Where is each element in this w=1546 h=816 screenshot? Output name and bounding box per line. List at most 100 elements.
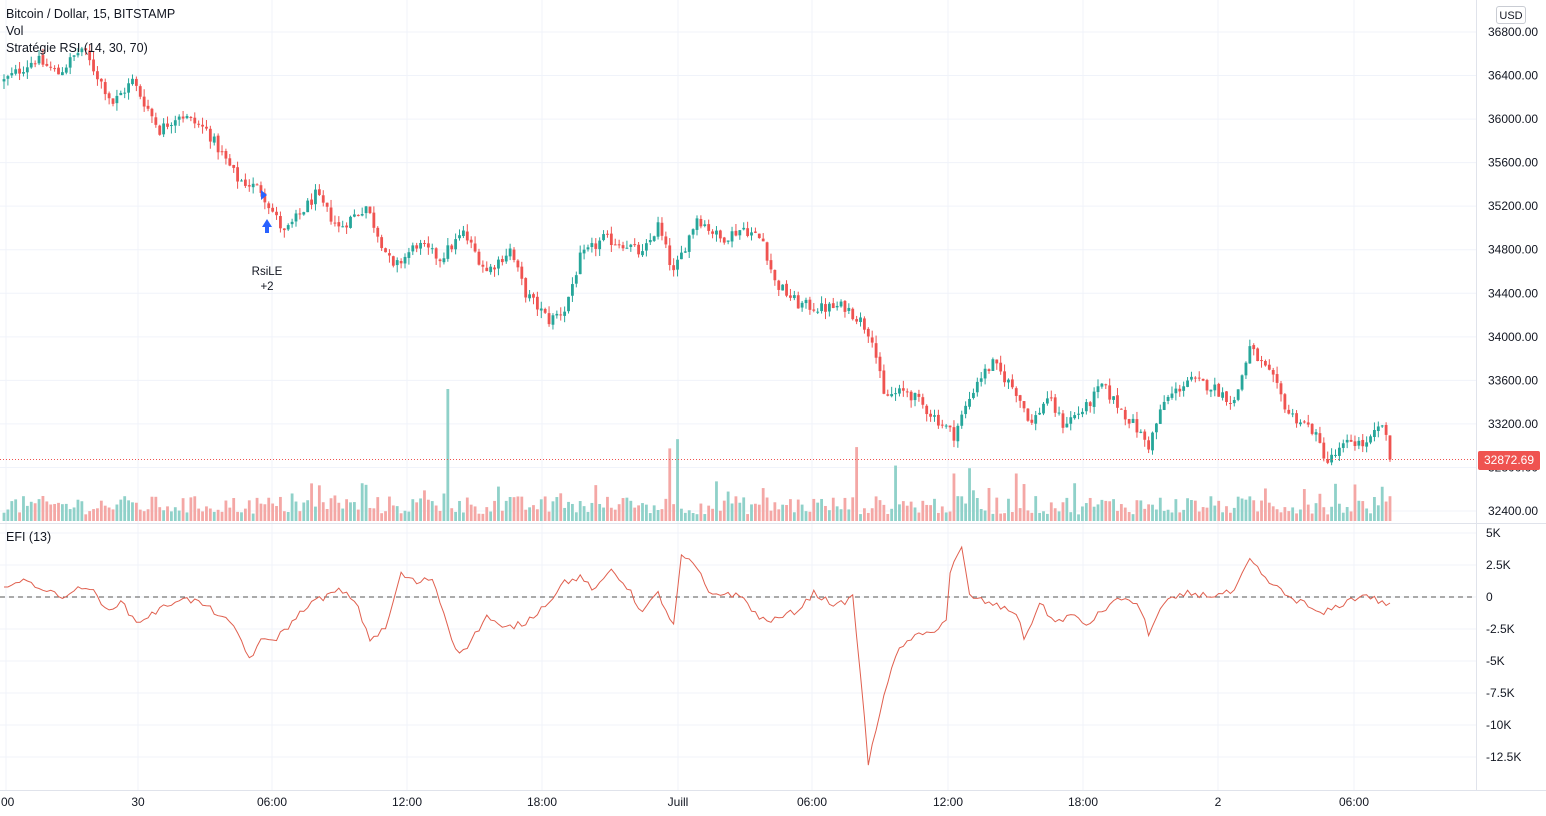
candle-body: [1256, 348, 1260, 362]
candle-body: [349, 216, 352, 228]
volume-bar: [1380, 486, 1384, 521]
candle-body: [987, 369, 991, 372]
candle-body: [1326, 459, 1330, 463]
candle-body: [687, 235, 691, 252]
volume-bar: [271, 503, 275, 521]
volume-bar: [247, 500, 251, 521]
candle-body: [1026, 408, 1030, 421]
candle-body: [567, 296, 570, 312]
candle-body: [1248, 346, 1252, 364]
volume-bar: [1065, 497, 1069, 521]
volume-legend[interactable]: Vol: [6, 24, 24, 38]
candle-body: [263, 193, 267, 203]
volume-bar: [1108, 501, 1112, 521]
candle-body: [438, 259, 442, 262]
volume-bar: [352, 502, 356, 521]
candle-body: [691, 229, 695, 235]
volume-bar: [1127, 512, 1131, 521]
volume-bar: [652, 505, 656, 521]
candle-body: [22, 72, 25, 74]
candlestick-series[interactable]: [0, 44, 1476, 466]
candle-body: [430, 248, 434, 250]
candle-body: [726, 240, 730, 242]
volume-bar: [1221, 512, 1224, 521]
candle-body: [699, 218, 703, 227]
volume-bar: [839, 509, 843, 521]
volume-bar: [154, 496, 158, 521]
volume-bar: [107, 507, 111, 521]
candle-body: [142, 96, 146, 107]
candle-body: [53, 68, 57, 70]
strategy-legend[interactable]: Stratégie RSI (14, 30, 70): [6, 41, 148, 55]
candle-body: [1373, 429, 1376, 438]
candle-body: [251, 183, 255, 188]
candle-body: [41, 55, 45, 65]
volume-bar: [302, 502, 306, 521]
candle-body: [571, 284, 574, 296]
volume-bar: [711, 508, 714, 521]
efi-legend[interactable]: EFI (13): [6, 530, 52, 544]
candle-body: [925, 405, 929, 415]
volume-bar: [68, 509, 72, 521]
candle-body: [119, 92, 123, 96]
candle-body: [757, 233, 761, 238]
candle-body: [158, 125, 162, 135]
candle-body: [648, 240, 652, 243]
candle-body: [1310, 423, 1314, 434]
volume-bar: [407, 511, 411, 521]
volume-bar: [532, 505, 535, 521]
candle-body: [816, 311, 820, 313]
candle-body: [1209, 389, 1213, 392]
volume-bar: [76, 499, 80, 521]
candle-body: [547, 313, 551, 325]
candle-body: [855, 319, 859, 322]
volume-bar: [1112, 499, 1115, 521]
candle-body: [1201, 378, 1205, 381]
volume-bars: [2, 389, 1392, 521]
candle-body: [302, 212, 306, 215]
volume-bar: [617, 504, 621, 521]
candle-body: [216, 135, 220, 153]
volume-bar: [1334, 483, 1337, 521]
candle-body: [1147, 440, 1151, 450]
volume-bar: [633, 507, 637, 521]
time-tick-label: 30: [131, 795, 145, 809]
candle-body: [781, 284, 785, 291]
candle-body: [1349, 439, 1353, 442]
candle-body: [629, 244, 633, 247]
volume-bar: [781, 504, 785, 521]
volume-bar: [734, 496, 738, 521]
price-tick-label: 35600.00: [1488, 156, 1538, 170]
volume-bar: [22, 496, 25, 521]
volume-bar: [1045, 513, 1049, 521]
candle-body: [606, 233, 609, 235]
candle-body: [92, 59, 95, 72]
candle-body: [333, 222, 337, 224]
candle-body: [1162, 401, 1166, 410]
volume-bar: [1271, 506, 1275, 521]
volume-bar: [863, 508, 866, 521]
candle-body: [839, 301, 843, 307]
candle-body: [1127, 419, 1131, 424]
volume-bar: [1104, 500, 1108, 521]
candle-body: [177, 116, 181, 120]
candle-body: [968, 398, 971, 407]
price-tick-label: 36400.00: [1488, 69, 1538, 83]
candle-body: [520, 266, 524, 279]
candle-body: [1334, 454, 1337, 456]
time-tick-label: 18:00: [527, 795, 557, 809]
symbol-title[interactable]: Bitcoin / Dollar, 15, BITSTAMP: [6, 7, 176, 21]
candle-body: [325, 202, 329, 207]
candle-body: [1291, 413, 1295, 415]
volume-bar: [103, 505, 107, 521]
candle-body: [909, 391, 913, 401]
currency-button[interactable]: USD: [1496, 6, 1526, 24]
volume-bar: [500, 510, 504, 521]
volume-bar: [1123, 507, 1127, 521]
efi-series[interactable]: [0, 545, 1476, 766]
candle-body: [551, 315, 555, 325]
volume-bar: [360, 483, 364, 521]
volume-bar: [419, 498, 422, 521]
candle-body: [376, 227, 380, 237]
